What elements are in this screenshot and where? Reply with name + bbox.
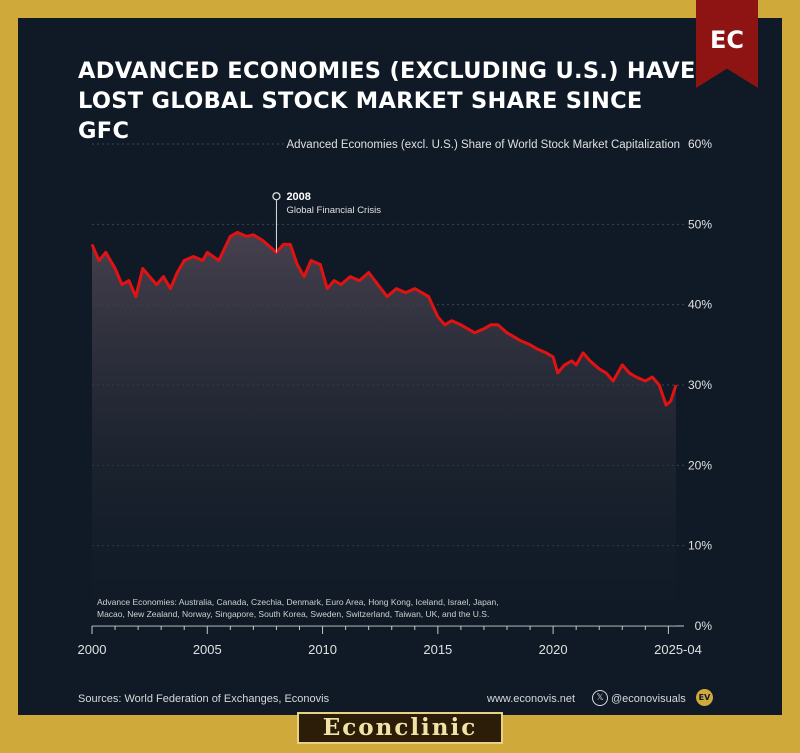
- chart-title: Advanced Economies (excl. U.S.) Share of…: [286, 139, 680, 151]
- x-tick-label: 2005: [193, 642, 222, 657]
- econovis-logo-icon: EC: [709, 26, 744, 54]
- y-tick-label: 40%: [688, 298, 712, 312]
- econclinic-banner: Econclinic: [297, 712, 503, 744]
- footnote-line: Advance Economies: Australia, Canada, Cz…: [97, 597, 499, 607]
- x-tick-label: 2000: [78, 642, 107, 657]
- x-icon: 𝕏: [592, 690, 608, 706]
- y-tick-label: 20%: [688, 458, 712, 472]
- footnote-line: Macao, New Zealand, Norway, Singapore, S…: [97, 609, 489, 619]
- y-tick-label: 10%: [688, 539, 712, 553]
- y-tick-label: 30%: [688, 378, 712, 392]
- website-link[interactable]: www.econovis.net: [487, 693, 576, 705]
- annotation-marker: [272, 192, 281, 201]
- footnote: Advance Economies: Australia, Canada, Cz…: [97, 597, 499, 619]
- gfc-annotation: 2008 Global Financial Crisis: [272, 191, 381, 253]
- annotation-year: 2008: [286, 191, 310, 203]
- x-tick-label: 2020: [539, 642, 568, 657]
- page-title: ADVANCED ECONOMIES (EXCLUDING U.S.) HAVE…: [78, 58, 696, 144]
- x-tick-label: 2025-04: [654, 642, 702, 657]
- x-tick-label: 2010: [308, 642, 337, 657]
- y-tick-label: 60%: [688, 137, 712, 151]
- x-axis: 2000 2005 2010 2015 2020 2025-04: [78, 626, 702, 657]
- y-tick-label: 50%: [688, 217, 712, 231]
- y-axis: 0% 10% 20% 30% 40% 50% 60%: [688, 137, 712, 633]
- social-handle[interactable]: @econovisuals: [611, 693, 686, 705]
- y-tick-label: 0%: [695, 619, 713, 633]
- ev-logo-icon: EV: [696, 689, 713, 706]
- sources-text: Sources: World Federation of Exchanges, …: [78, 693, 330, 705]
- annotation-label: Global Financial Crisis: [286, 205, 381, 216]
- x-tick-label: 2015: [423, 642, 452, 657]
- series-line: [90, 230, 678, 407]
- area-fill: [92, 232, 676, 626]
